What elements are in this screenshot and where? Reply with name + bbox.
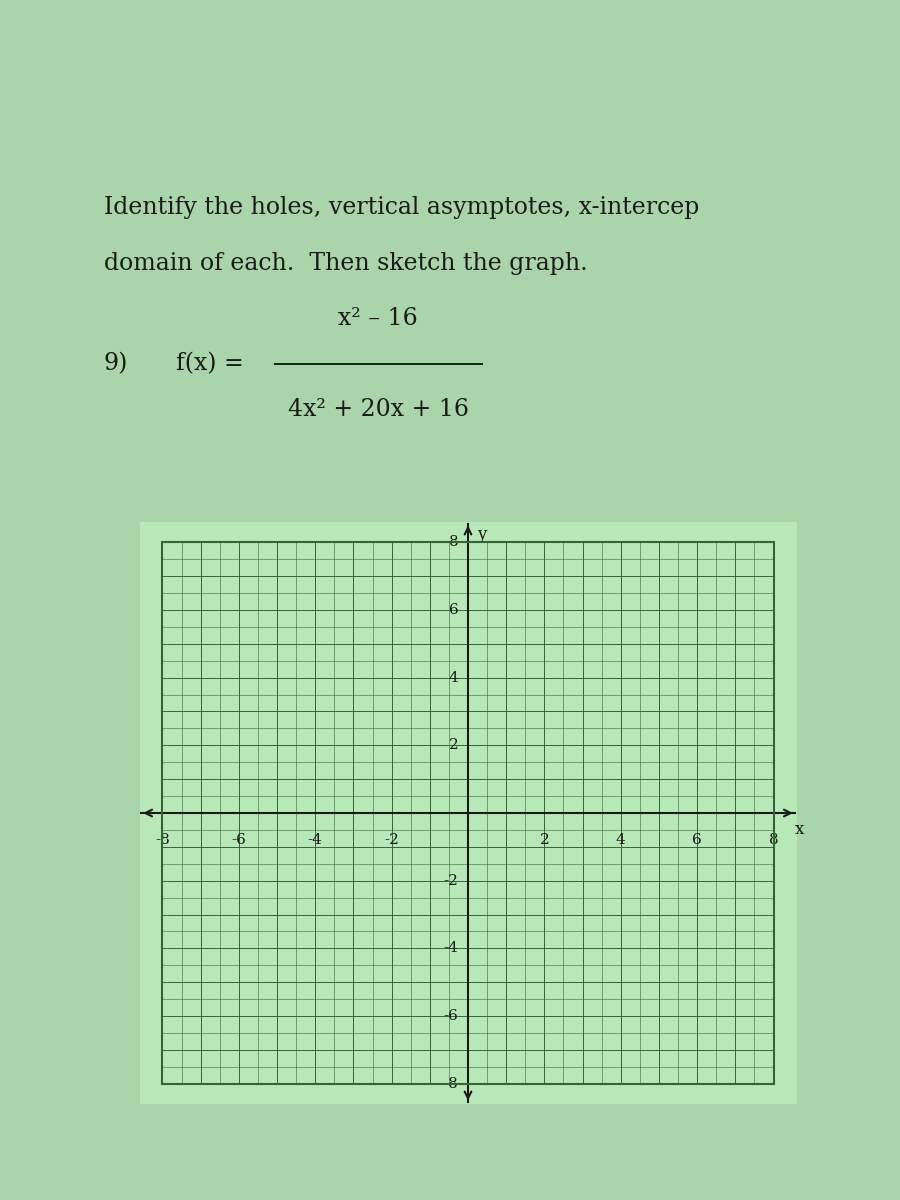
Text: Identify the holes, vertical asymptotes, x-intercep: Identify the holes, vertical asymptotes,… [104, 196, 699, 218]
Text: 8: 8 [449, 535, 458, 550]
Text: -2: -2 [384, 833, 399, 847]
Text: 4x² + 20x + 16: 4x² + 20x + 16 [287, 397, 469, 421]
Text: -6: -6 [231, 833, 247, 847]
Text: 2: 2 [449, 738, 458, 752]
Text: domain of each.  Then sketch the graph.: domain of each. Then sketch the graph. [104, 252, 587, 275]
Text: x: x [795, 822, 804, 839]
Text: -4: -4 [444, 941, 458, 955]
Text: x² – 16: x² – 16 [338, 307, 418, 330]
Text: 2: 2 [539, 833, 549, 847]
Text: -8: -8 [444, 1076, 458, 1091]
Text: 6: 6 [449, 602, 458, 617]
Text: -8: -8 [155, 833, 170, 847]
Text: -4: -4 [308, 833, 322, 847]
Point [269, 356, 280, 371]
Text: f(x) =: f(x) = [176, 353, 243, 376]
Text: 8: 8 [769, 833, 778, 847]
Text: -2: -2 [444, 874, 458, 888]
Text: 4: 4 [449, 671, 458, 685]
Text: y: y [478, 526, 487, 544]
Text: -6: -6 [444, 1009, 458, 1024]
Text: 6: 6 [692, 833, 702, 847]
Point [476, 356, 487, 371]
Text: 9): 9) [104, 353, 128, 376]
Text: 4: 4 [616, 833, 625, 847]
